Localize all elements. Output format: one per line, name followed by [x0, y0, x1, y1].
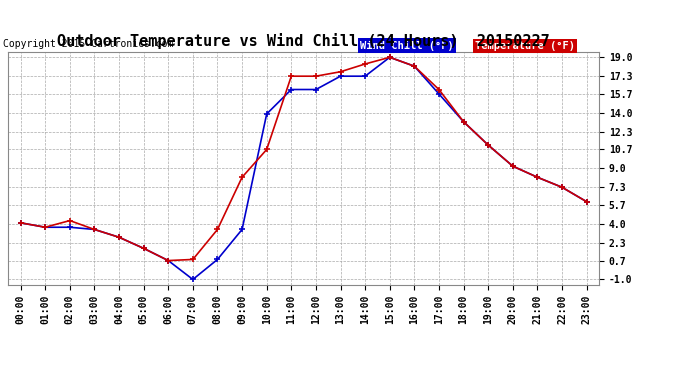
Text: Wind Chill (°F): Wind Chill (°F) [359, 40, 453, 51]
Text: Copyright 2015 Cartronics.com: Copyright 2015 Cartronics.com [3, 39, 174, 50]
Title: Outdoor Temperature vs Wind Chill (24 Hours)  20150227: Outdoor Temperature vs Wind Chill (24 Ho… [57, 33, 550, 49]
Text: Temperature (°F): Temperature (°F) [475, 40, 575, 51]
